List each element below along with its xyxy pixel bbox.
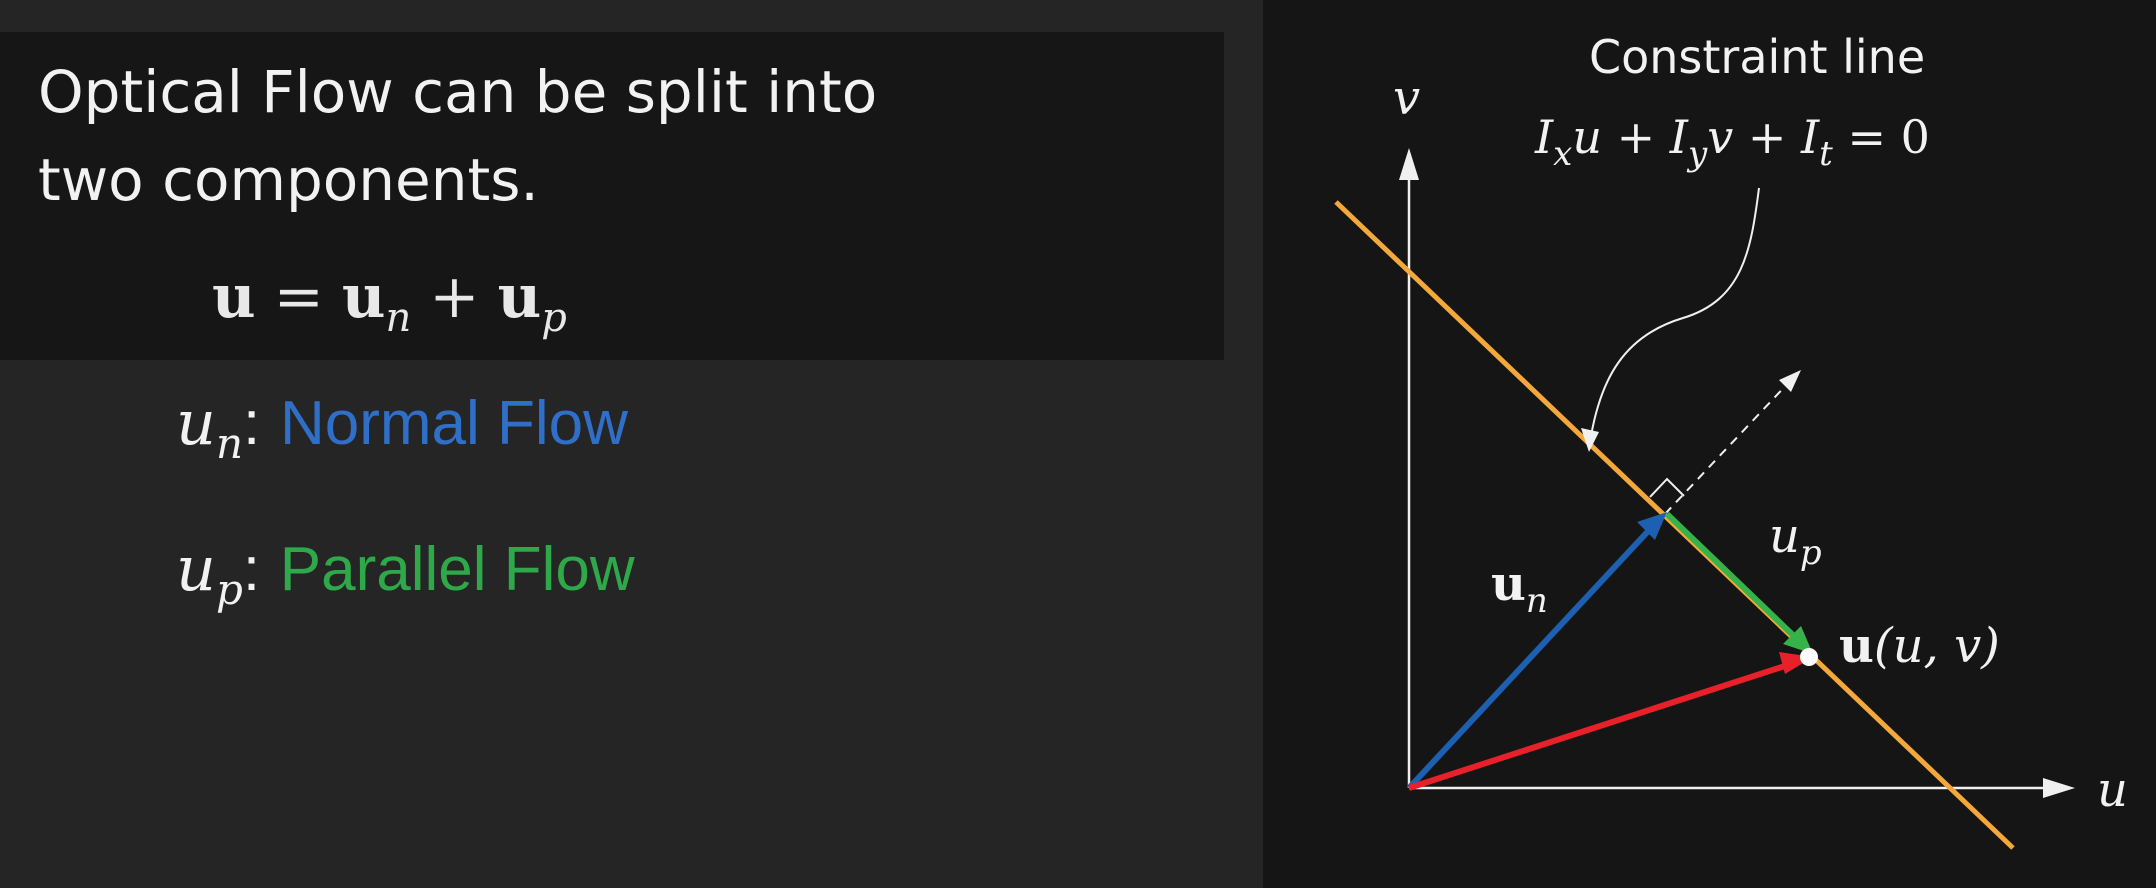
def-parallel-symbol-main: u: [176, 532, 216, 605]
flow-point: [1800, 648, 1818, 666]
def-parallel-symbol: up: [176, 532, 243, 614]
definition-parallel-flow: up: Parallel Flow: [176, 532, 635, 614]
eq-plus-2: +: [1747, 110, 1787, 164]
def-parallel-label: Parallel Flow: [279, 535, 635, 604]
u-axis-label: u: [2097, 762, 2128, 818]
title-panel: [0, 32, 1224, 360]
def-normal-label: Normal Flow: [279, 389, 628, 458]
normal-flow-arrowhead: [1637, 512, 1667, 540]
parallel-flow-label: up: [1769, 508, 1822, 573]
up-main: u: [1769, 508, 1800, 564]
eq-y-sub: y: [1687, 134, 1708, 174]
u-axis-arrowhead: [2043, 778, 2075, 798]
normal-direction-arrowhead: [1779, 370, 1801, 392]
point-args: (u, v): [1873, 618, 2000, 674]
def-parallel-colon: :: [242, 535, 261, 604]
constraint-equation: Ixu + Iyv + It = 0: [1535, 110, 1930, 174]
v-axis-arrowhead: [1399, 148, 1419, 180]
normal-flow-vector: [1406, 525, 1654, 791]
eq-x-sub: x: [1553, 134, 1573, 174]
eq-t-sub: t: [1819, 134, 1833, 174]
def-parallel-symbol-sub: p: [215, 565, 243, 614]
def-normal-symbol: un: [176, 386, 243, 468]
intro-line-2: two components.: [38, 146, 539, 214]
v-axis-label: v: [1393, 70, 1421, 126]
constraint-line-title: Constraint line: [1589, 30, 1926, 84]
eq-Iy: I: [1669, 110, 1688, 164]
intro-text: Optical Flow can be split into two compo…: [38, 48, 1188, 224]
eq-plus-1: +: [1616, 110, 1656, 164]
un-sub: n: [1525, 581, 1548, 621]
constraint-line-diagram: Constraint line Ixu + Iyv + It = 0 v u u…: [1263, 0, 2156, 888]
parallel-flow-arrowhead: [1783, 626, 1813, 654]
un-main: u: [1491, 556, 1526, 612]
definition-normal-flow: un: Normal Flow: [176, 386, 628, 468]
eq-Ix: I: [1535, 110, 1554, 164]
eq-u: u: [1572, 110, 1602, 164]
flow-point-label: u(u, v): [1839, 618, 2000, 674]
point-main: u: [1839, 618, 1874, 674]
up-sub: p: [1799, 533, 1822, 573]
flow-vector: [1408, 661, 1792, 791]
def-normal-symbol-sub: n: [215, 419, 243, 468]
constraint-pointer-curve: [1590, 187, 1760, 437]
right-angle-marker: [1649, 477, 1685, 498]
constraint-pointer-arrowhead: [1581, 428, 1599, 452]
eq-equals: =: [273, 262, 324, 332]
diagram-svg: [1334, 148, 2075, 850]
eq-v: v: [1707, 110, 1734, 164]
eq-It: I: [1800, 110, 1820, 164]
eq-term1: u: [341, 262, 386, 332]
eq-term1-sub: n: [385, 295, 412, 341]
normal-direction-dashed: [1664, 379, 1792, 515]
def-normal-symbol-main: u: [176, 386, 216, 459]
flow-decomposition-equation: u = un + up: [212, 262, 567, 341]
def-normal-colon: :: [243, 389, 261, 458]
eq-term2: u: [497, 262, 542, 332]
normal-flow-label: un: [1491, 556, 1548, 621]
eq-equals-zero: = 0: [1847, 110, 1930, 164]
intro-line-1: Optical Flow can be split into: [38, 58, 878, 126]
eq-term2-sub: p: [541, 295, 567, 341]
eq-plus: +: [429, 262, 480, 332]
parallel-flow-vector: [1664, 511, 1800, 642]
eq-lhs: u: [212, 262, 256, 332]
